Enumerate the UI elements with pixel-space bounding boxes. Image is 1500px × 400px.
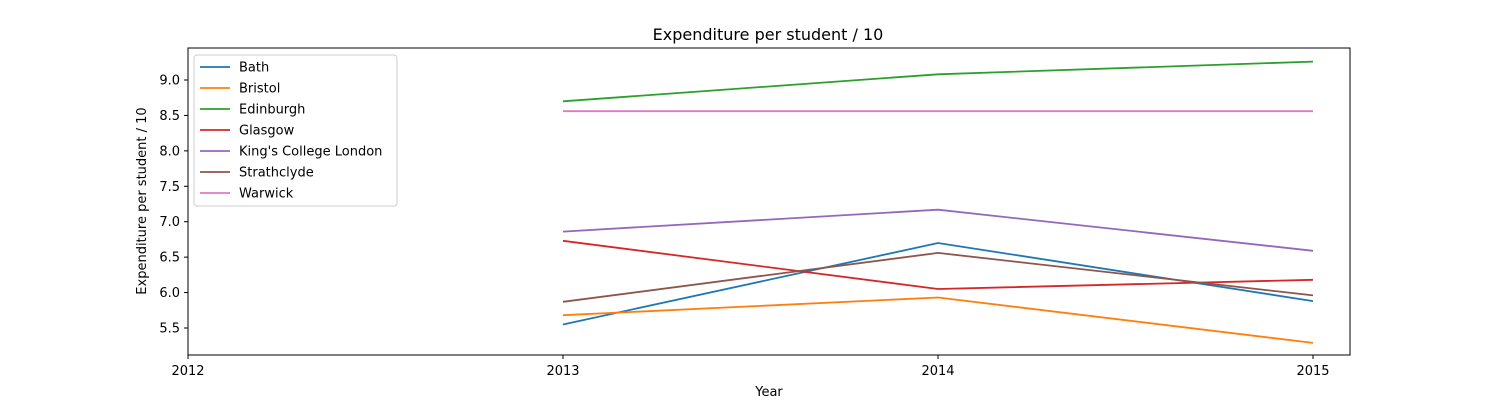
x-tick-label: 2015 [1296, 364, 1329, 379]
x-tick-label: 2012 [171, 364, 204, 379]
legend-label-warwick: Warwick [239, 187, 294, 202]
legend-label-edinburgh: Edinburgh [239, 103, 305, 118]
legend-label-bristol: Bristol [239, 82, 280, 97]
series-line-king-s-college-london [562, 208, 1314, 252]
x-axis-title: Year [754, 385, 783, 400]
x-tick-label: 2013 [546, 364, 579, 379]
plot-frame [187, 47, 1351, 356]
legend: Bath Bristol Edinburgh Glasgow King's Colleg… [193, 54, 398, 207]
series-line-bristol [562, 296, 1314, 344]
y-tick-label: 7.0 [159, 215, 180, 230]
y-tick-label: 7.5 [159, 180, 180, 195]
plot-area [562, 60, 1314, 344]
legend-label-glasgow: Glasgow [239, 124, 295, 139]
y-axis-title: Expenditure per student / 10 [135, 107, 150, 294]
legend-label-king-s-college-london: King's College London [239, 145, 382, 160]
series-line-edinburgh [562, 60, 1314, 103]
y-tick-label: 8.0 [159, 144, 180, 159]
y-tick-label: 6.0 [159, 286, 180, 301]
x-tick-label: 2014 [921, 364, 954, 379]
legend-label-strathclyde: Strathclyde [239, 166, 314, 181]
legend-box [193, 54, 398, 207]
series-line-glasgow [562, 239, 1314, 290]
legend-label-bath: Bath [239, 61, 269, 76]
chart-title: Expenditure per student / 10 [653, 25, 884, 44]
y-tick-label: 5.5 [159, 322, 180, 337]
series-line-strathclyde [562, 251, 1314, 303]
y-tick-label: 9.0 [159, 74, 180, 89]
y-tick-label: 8.5 [159, 109, 180, 124]
y-tick-label: 6.5 [159, 251, 180, 266]
